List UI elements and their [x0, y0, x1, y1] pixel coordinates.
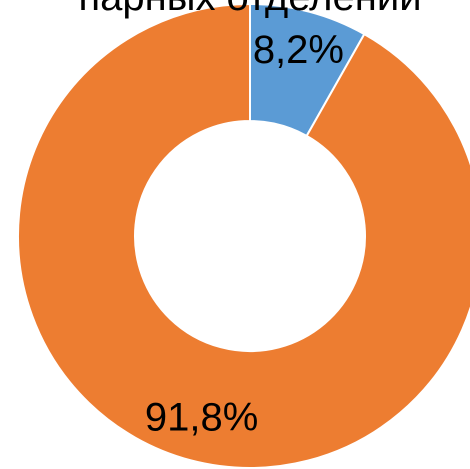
slice-label-1: 91,8% [145, 395, 258, 439]
slice-label-0: 8,2% [253, 28, 344, 72]
data-labels: 8,2% 91,8% [145, 28, 344, 439]
chart-title: парных отделений [78, 0, 421, 19]
donut-hole [135, 121, 365, 351]
